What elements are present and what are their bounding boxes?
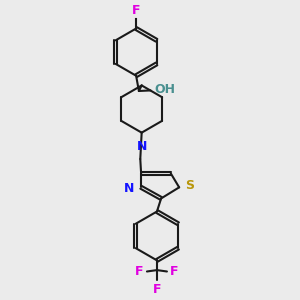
Text: F: F bbox=[170, 265, 179, 278]
Text: F: F bbox=[135, 265, 144, 278]
Text: OH: OH bbox=[154, 83, 175, 96]
Text: N: N bbox=[136, 140, 147, 153]
Text: F: F bbox=[132, 4, 140, 17]
Text: F: F bbox=[153, 284, 161, 296]
Text: S: S bbox=[185, 179, 194, 192]
Text: N: N bbox=[124, 182, 134, 195]
